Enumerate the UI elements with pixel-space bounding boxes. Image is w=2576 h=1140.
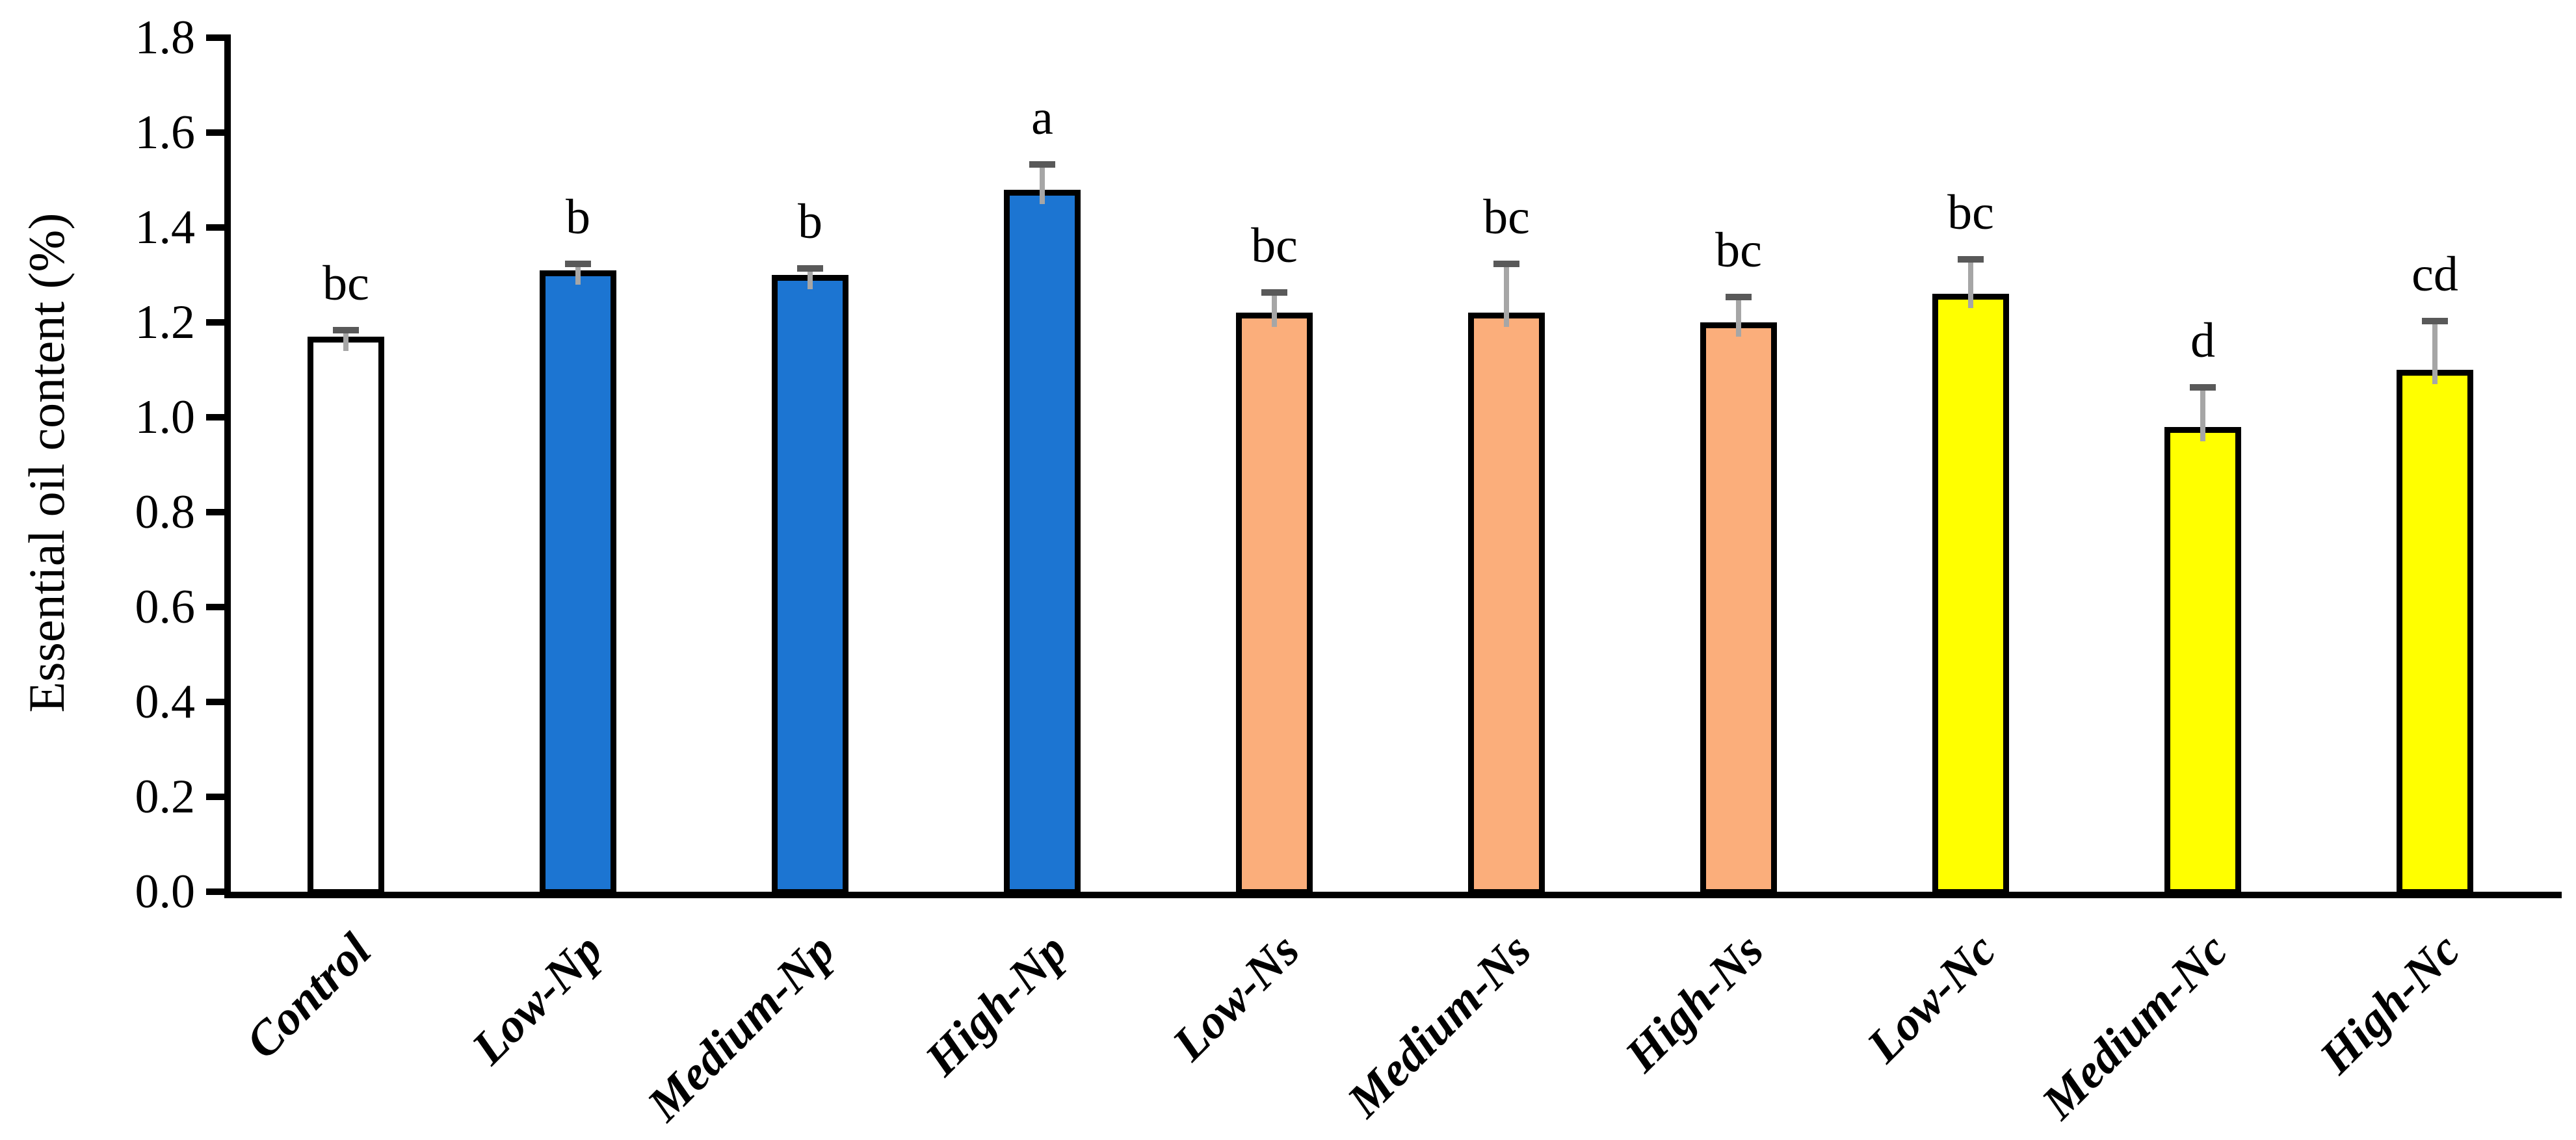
x-category-label-control: Control [235,924,381,1069]
bar-medium-ns [1468,313,1545,895]
error-bar-cap [1029,161,1055,168]
bar-low-nc [1932,294,2009,895]
significance-letter: bc [322,256,369,311]
y-tick-1.4 [206,224,224,231]
error-bar-stem [1736,299,1741,337]
y-tick-0.4 [206,699,224,705]
error-bar-cap [333,327,359,334]
bar-high-nc [2397,370,2473,895]
bar-low-ns [1236,313,1313,895]
y-tick-1.8 [206,34,224,41]
bar-medium-np [772,275,848,895]
y-tick-1.0 [206,414,224,421]
y-tick-0.8 [206,509,224,515]
x-category-label-medium-nc: Medium-Nc [2032,924,2238,1130]
x-category-label-medium-np: Medium-Np [637,924,845,1132]
significance-letter: b [798,194,822,250]
x-category-label-medium-ns: Medium-Ns [1337,924,1542,1128]
y-tick-label: 1.8 [135,11,196,64]
error-bar-stem [1272,294,1277,328]
error-bar-stem [343,332,348,351]
error-bar-stem [1504,266,1509,328]
y-tick-label: 1.2 [135,296,196,349]
error-bar-stem [1040,166,1045,204]
error-bar-stem [1968,261,1973,309]
bar-low-np [540,270,616,895]
significance-letter: d [2190,313,2215,368]
significance-letter: b [566,190,590,245]
error-bar-cap [1726,294,1752,301]
y-tick-label: 0.2 [135,770,196,823]
y-tick-label: 1.6 [135,106,196,159]
error-bar-cap [1493,261,1519,268]
significance-letter: a [1031,90,1053,145]
x-category-label-low-np: Low-Np [462,924,613,1075]
y-tick-1.6 [206,129,224,136]
error-bar-cap [2422,317,2448,324]
y-tick-label: 0.8 [135,486,196,539]
bar-medium-nc [2164,426,2241,895]
x-axis-line [224,892,2562,898]
error-bar-stem [808,270,813,289]
y-tick-label: 0.4 [135,675,196,729]
x-category-label-high-ns: High-Ns [1614,924,1774,1083]
y-tick-0.0 [206,888,224,895]
y-tick-label: 0.6 [135,580,196,634]
x-category-label-low-nc: Low-Nc [1856,924,2006,1073]
y-tick-0.6 [206,604,224,610]
error-bar-cap [2190,383,2216,391]
error-bar-cap [1958,255,1984,263]
significance-letter: bc [1715,223,1762,278]
bar-control [308,336,384,895]
error-bar-stem [2200,389,2205,441]
significance-letter: bc [1947,185,1994,240]
error-bar-cap [1261,289,1287,296]
y-tick-label: 0.0 [135,865,196,918]
y-tick-0.2 [206,794,224,800]
significance-letter: bc [1251,218,1298,273]
y-axis-line [224,34,231,898]
y-tick-1.2 [206,319,224,326]
error-bar-cap [797,265,823,272]
x-category-label-high-nc: High-Nc [2309,924,2470,1084]
y-tick-label: 1.0 [135,391,196,444]
error-bar-cap [565,261,591,268]
x-category-label-low-ns: Low-Ns [1162,924,1309,1071]
x-category-label-high-np: High-Np [915,924,1077,1086]
significance-letter: bc [1483,190,1530,245]
error-bar-stem [2432,322,2438,384]
significance-letter: cd [2412,246,2458,302]
bar-high-ns [1700,322,1777,895]
bar-high-np [1004,189,1081,895]
error-bar-stem [575,266,581,285]
y-tick-label: 1.4 [135,201,196,254]
